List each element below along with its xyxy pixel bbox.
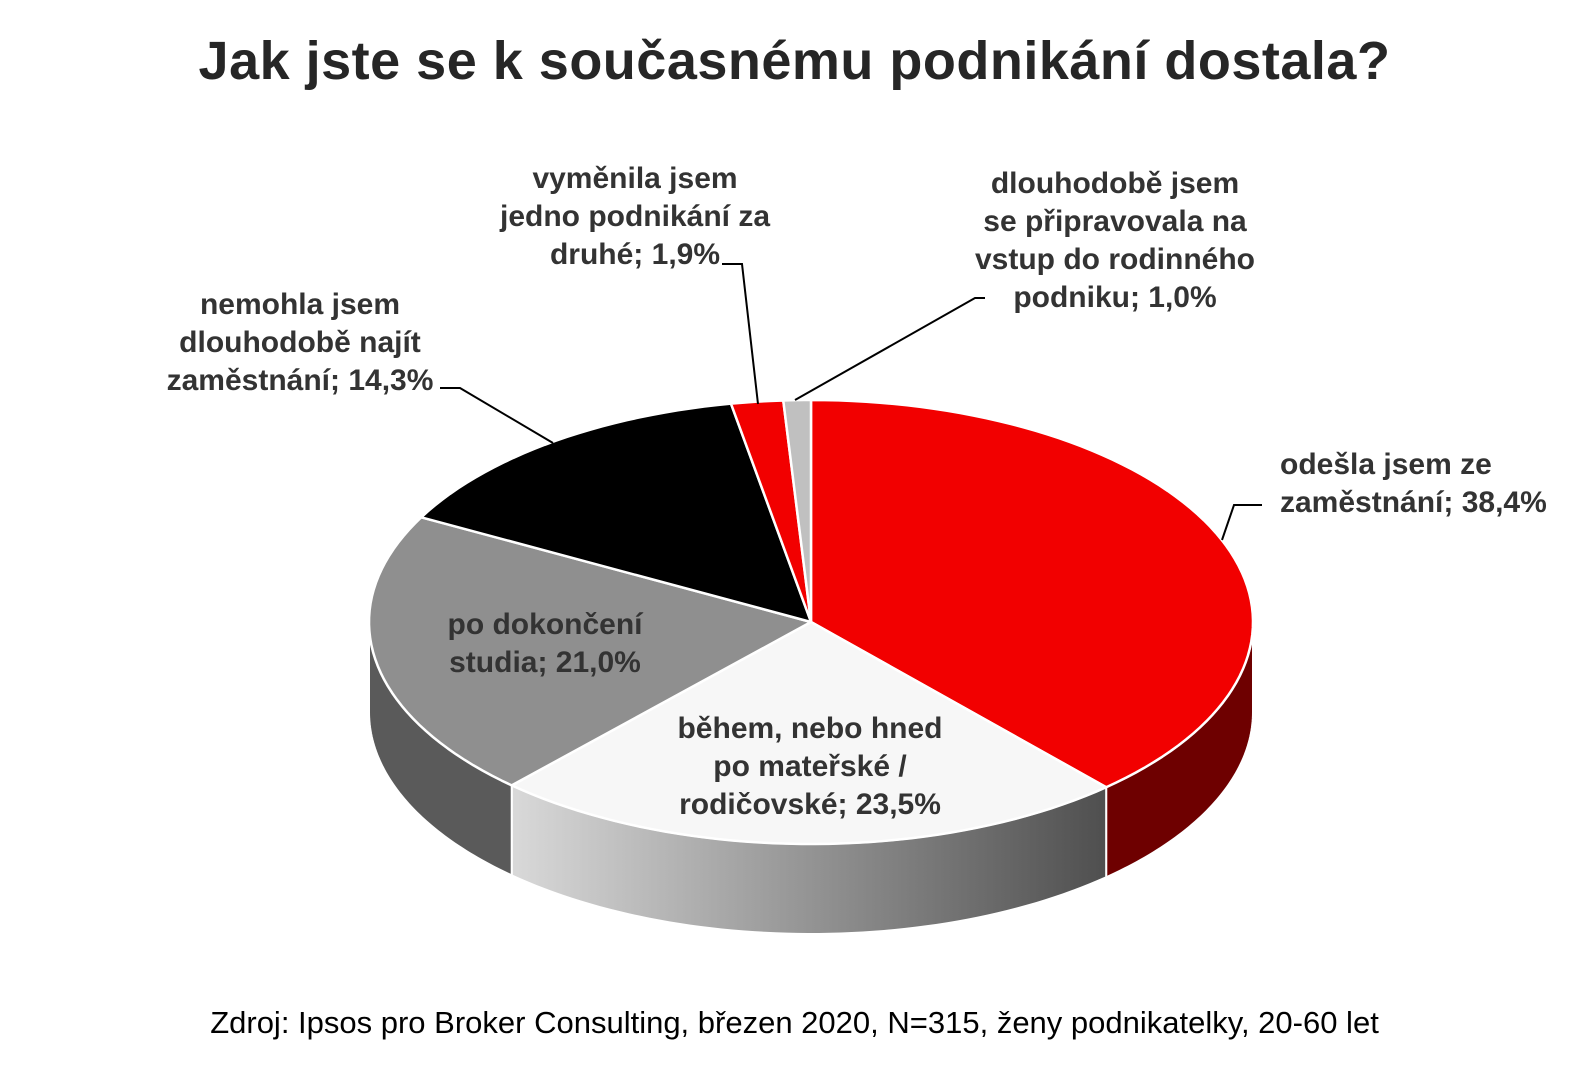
leader-line-4 — [440, 387, 554, 444]
chart-title: Jak jste se k současnému podnikání dosta… — [198, 31, 1391, 91]
pie-slice-4 — [420, 402, 813, 624]
source-note: Zdroj: Ipsos pro Broker Consulting, břez… — [210, 1005, 1379, 1040]
pie-tops — [367, 398, 1255, 846]
leader-line-5 — [722, 263, 759, 405]
pie-sides — [368, 621, 1254, 936]
leader-lines — [440, 263, 1262, 541]
pie-slice-3 — [367, 516, 813, 787]
pie-slice-2 — [510, 620, 1108, 846]
slice-label-2: během, nebo hned po mateřské / rodičovsk… — [677, 712, 943, 821]
pie-slice-6 — [782, 398, 813, 624]
leader-line-1 — [1221, 504, 1262, 541]
slice-label-1: odešla jsem ze zaměstnání; 38,4% — [1280, 448, 1547, 519]
pie-slice-1 — [809, 398, 1255, 789]
slice-label-5: vyměnila jsem jedno podnikání za druhé; … — [499, 162, 770, 271]
slice-label-6: dlouhodobě jsem se připravovala na vstup… — [975, 167, 1255, 314]
slice-label-4: nemohla jsem dlouhodobě najít zaměstnání… — [166, 288, 434, 397]
leader-line-6 — [794, 297, 985, 401]
slice-label-3: po dokončení studia; 21,0% — [447, 608, 643, 679]
